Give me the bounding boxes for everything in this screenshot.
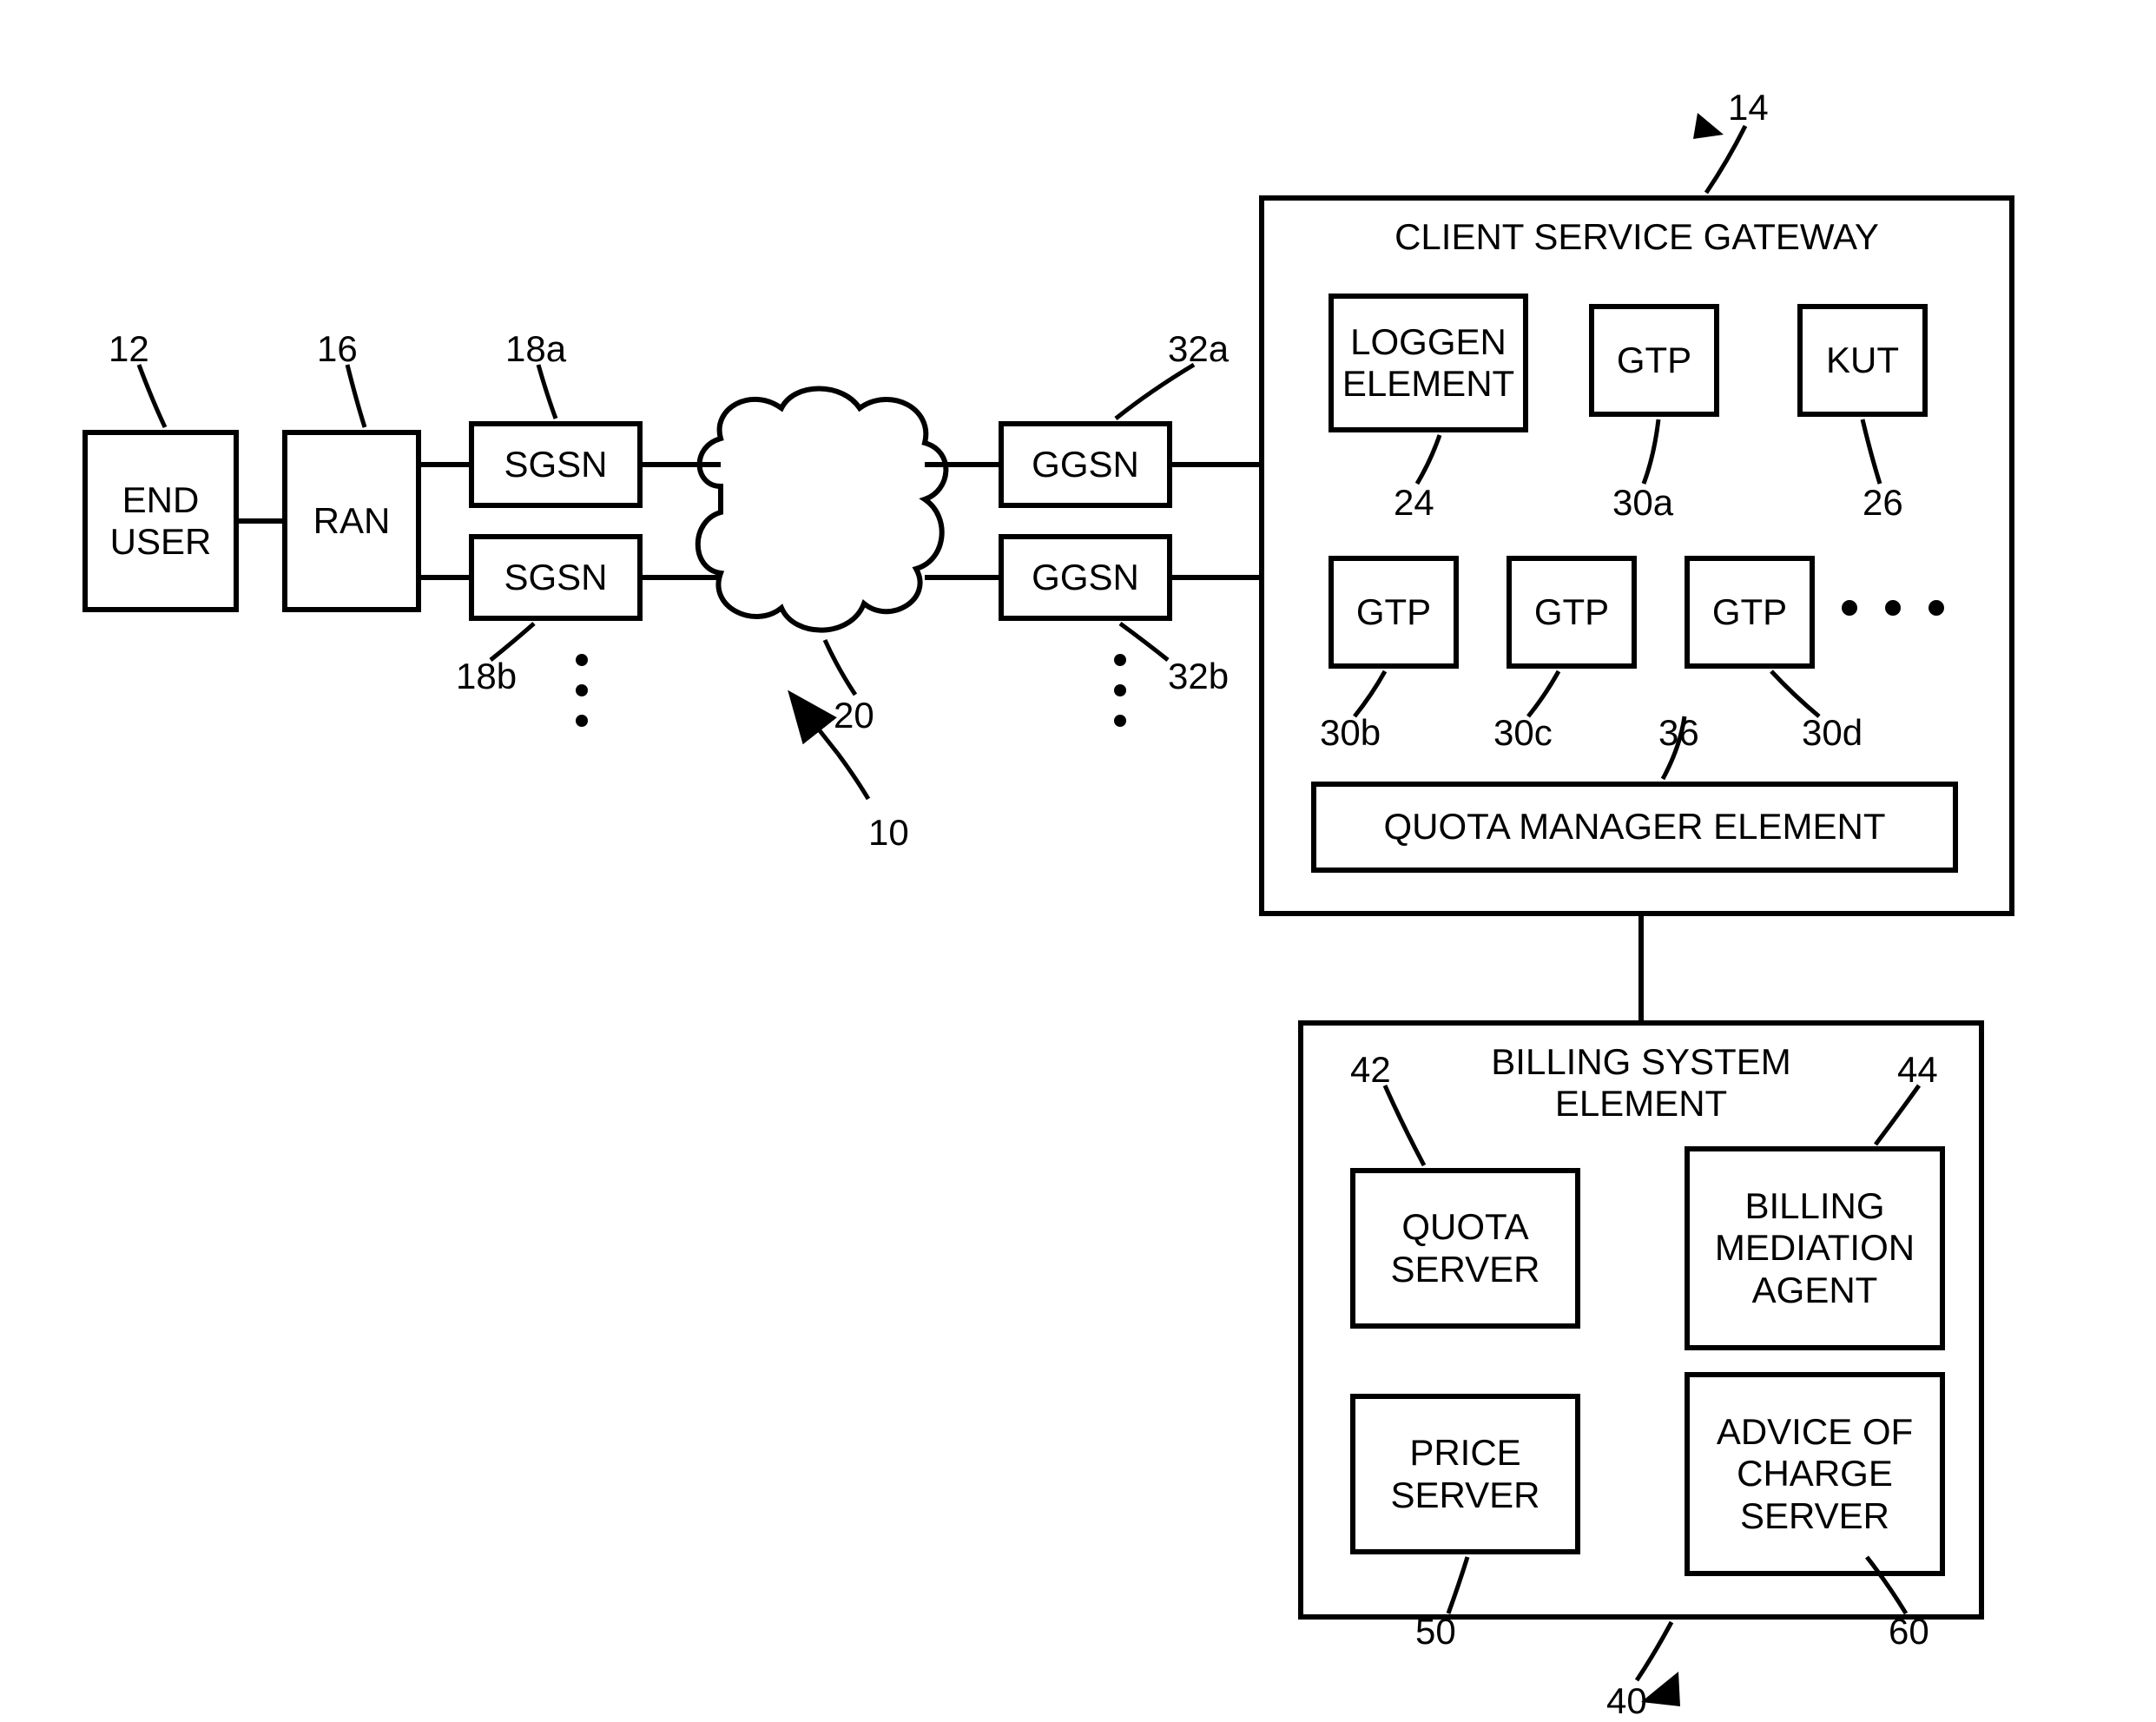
ref-32a: 32a: [1168, 328, 1229, 370]
node-sgsn-b: SGSN: [469, 534, 643, 621]
kut-label: KUT: [1826, 340, 1899, 381]
aoc-label: ADVICE OFCHARGESERVER: [1717, 1411, 1913, 1537]
loggen-label: LOGGENELEMENT: [1342, 321, 1514, 406]
ref-36: 36: [1658, 712, 1699, 754]
csg-title: CLIENT SERVICE GATEWAY: [1264, 216, 2009, 258]
gtp-d-label: GTP: [1712, 591, 1787, 633]
ref-44: 44: [1897, 1049, 1938, 1091]
bma-label: BILLINGMEDIATIONAGENT: [1715, 1185, 1915, 1311]
ref-30c: 30c: [1493, 712, 1553, 754]
node-price-server: PRICESERVER: [1350, 1394, 1580, 1554]
ref-24: 24: [1394, 482, 1434, 524]
node-gtp-d: GTP: [1685, 556, 1815, 669]
node-aoc-server: ADVICE OFCHARGESERVER: [1685, 1372, 1945, 1576]
ran-label: RAN: [313, 500, 391, 542]
ref-30a: 30a: [1612, 482, 1673, 524]
node-quota-server: QUOTASERVER: [1350, 1168, 1580, 1329]
sgsn-b-label: SGSN: [504, 557, 607, 598]
ref-32b: 32b: [1168, 656, 1229, 697]
ref-16: 16: [317, 328, 358, 370]
ggsn-b-label: GGSN: [1032, 557, 1139, 598]
ref-26: 26: [1863, 482, 1903, 524]
node-ggsn-a: GGSN: [999, 421, 1172, 508]
quota-server-label: QUOTASERVER: [1391, 1206, 1540, 1290]
node-kut: KUT: [1797, 304, 1928, 417]
ref-60: 60: [1889, 1611, 1929, 1653]
node-qme: QUOTA MANAGER ELEMENT: [1311, 782, 1958, 873]
diagram-canvas: CLIENT SERVICE GATEWAY BILLING SYSTEMELE…: [0, 0, 2156, 1718]
ref-30b: 30b: [1320, 712, 1381, 754]
ref-14: 14: [1728, 87, 1769, 129]
bse-title: BILLING SYSTEMELEMENT: [1303, 1041, 1979, 1125]
ref-18a: 18a: [505, 328, 566, 370]
node-ggsn-b: GGSN: [999, 534, 1172, 621]
node-sgsn-a: SGSN: [469, 421, 643, 508]
node-gtp-b: GTP: [1329, 556, 1459, 669]
ref-40: 40: [1606, 1680, 1647, 1722]
gtp-top-label: GTP: [1617, 340, 1691, 381]
ref-50: 50: [1415, 1611, 1456, 1653]
node-gtp-top: GTP: [1589, 304, 1719, 417]
ref-30d: 30d: [1802, 712, 1863, 754]
end-user-label: ENDUSER: [110, 479, 212, 564]
ref-42: 42: [1350, 1049, 1391, 1091]
price-server-label: PRICESERVER: [1391, 1432, 1540, 1516]
node-ran: RAN: [282, 430, 421, 612]
node-end-user: ENDUSER: [82, 430, 239, 612]
ggsn-a-label: GGSN: [1032, 444, 1139, 485]
sgsn-a-label: SGSN: [504, 444, 607, 485]
ref-10: 10: [868, 812, 909, 854]
node-gtp-c: GTP: [1507, 556, 1637, 669]
ref-18b: 18b: [456, 656, 517, 697]
ref-20: 20: [834, 695, 874, 736]
node-loggen: LOGGENELEMENT: [1329, 294, 1528, 432]
gtp-c-label: GTP: [1534, 591, 1609, 633]
ref-12: 12: [109, 328, 149, 370]
ip-network-label: IPNETWORK: [725, 469, 920, 553]
qme-label: QUOTA MANAGER ELEMENT: [1384, 806, 1886, 848]
gtp-b-label: GTP: [1356, 591, 1431, 633]
node-bma: BILLINGMEDIATIONAGENT: [1685, 1146, 1945, 1350]
